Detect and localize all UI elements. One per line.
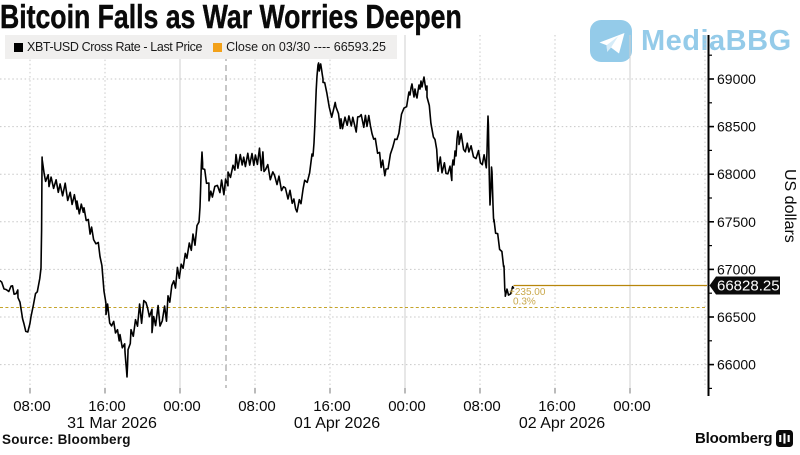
- svg-text:+235.00: +235.00: [509, 287, 546, 298]
- svg-text:68000: 68000: [717, 166, 756, 182]
- svg-text:69000: 69000: [717, 71, 756, 87]
- svg-text:16:00: 16:00: [538, 398, 576, 415]
- svg-text:66000: 66000: [717, 357, 756, 373]
- svg-text:02 Apr 2026: 02 Apr 2026: [519, 415, 605, 432]
- svg-text:00:00: 00:00: [163, 398, 201, 415]
- svg-text:67500: 67500: [717, 214, 756, 230]
- svg-text:67000: 67000: [717, 261, 756, 277]
- svg-text:68500: 68500: [717, 119, 756, 135]
- svg-text:31 Mar 2026: 31 Mar 2026: [67, 415, 157, 432]
- svg-text:66828.25: 66828.25: [717, 278, 780, 295]
- svg-text:16:00: 16:00: [313, 398, 351, 415]
- svg-text:00:00: 00:00: [613, 398, 651, 415]
- svg-text:16:00: 16:00: [88, 398, 126, 415]
- svg-text:0.3%: 0.3%: [513, 297, 536, 308]
- svg-text:08:00: 08:00: [13, 398, 51, 415]
- svg-text:08:00: 08:00: [238, 398, 276, 415]
- svg-text:01 Apr 2026: 01 Apr 2026: [294, 415, 380, 432]
- svg-text:00:00: 00:00: [388, 398, 426, 415]
- svg-text:08:00: 08:00: [463, 398, 501, 415]
- svg-text:66500: 66500: [717, 309, 756, 325]
